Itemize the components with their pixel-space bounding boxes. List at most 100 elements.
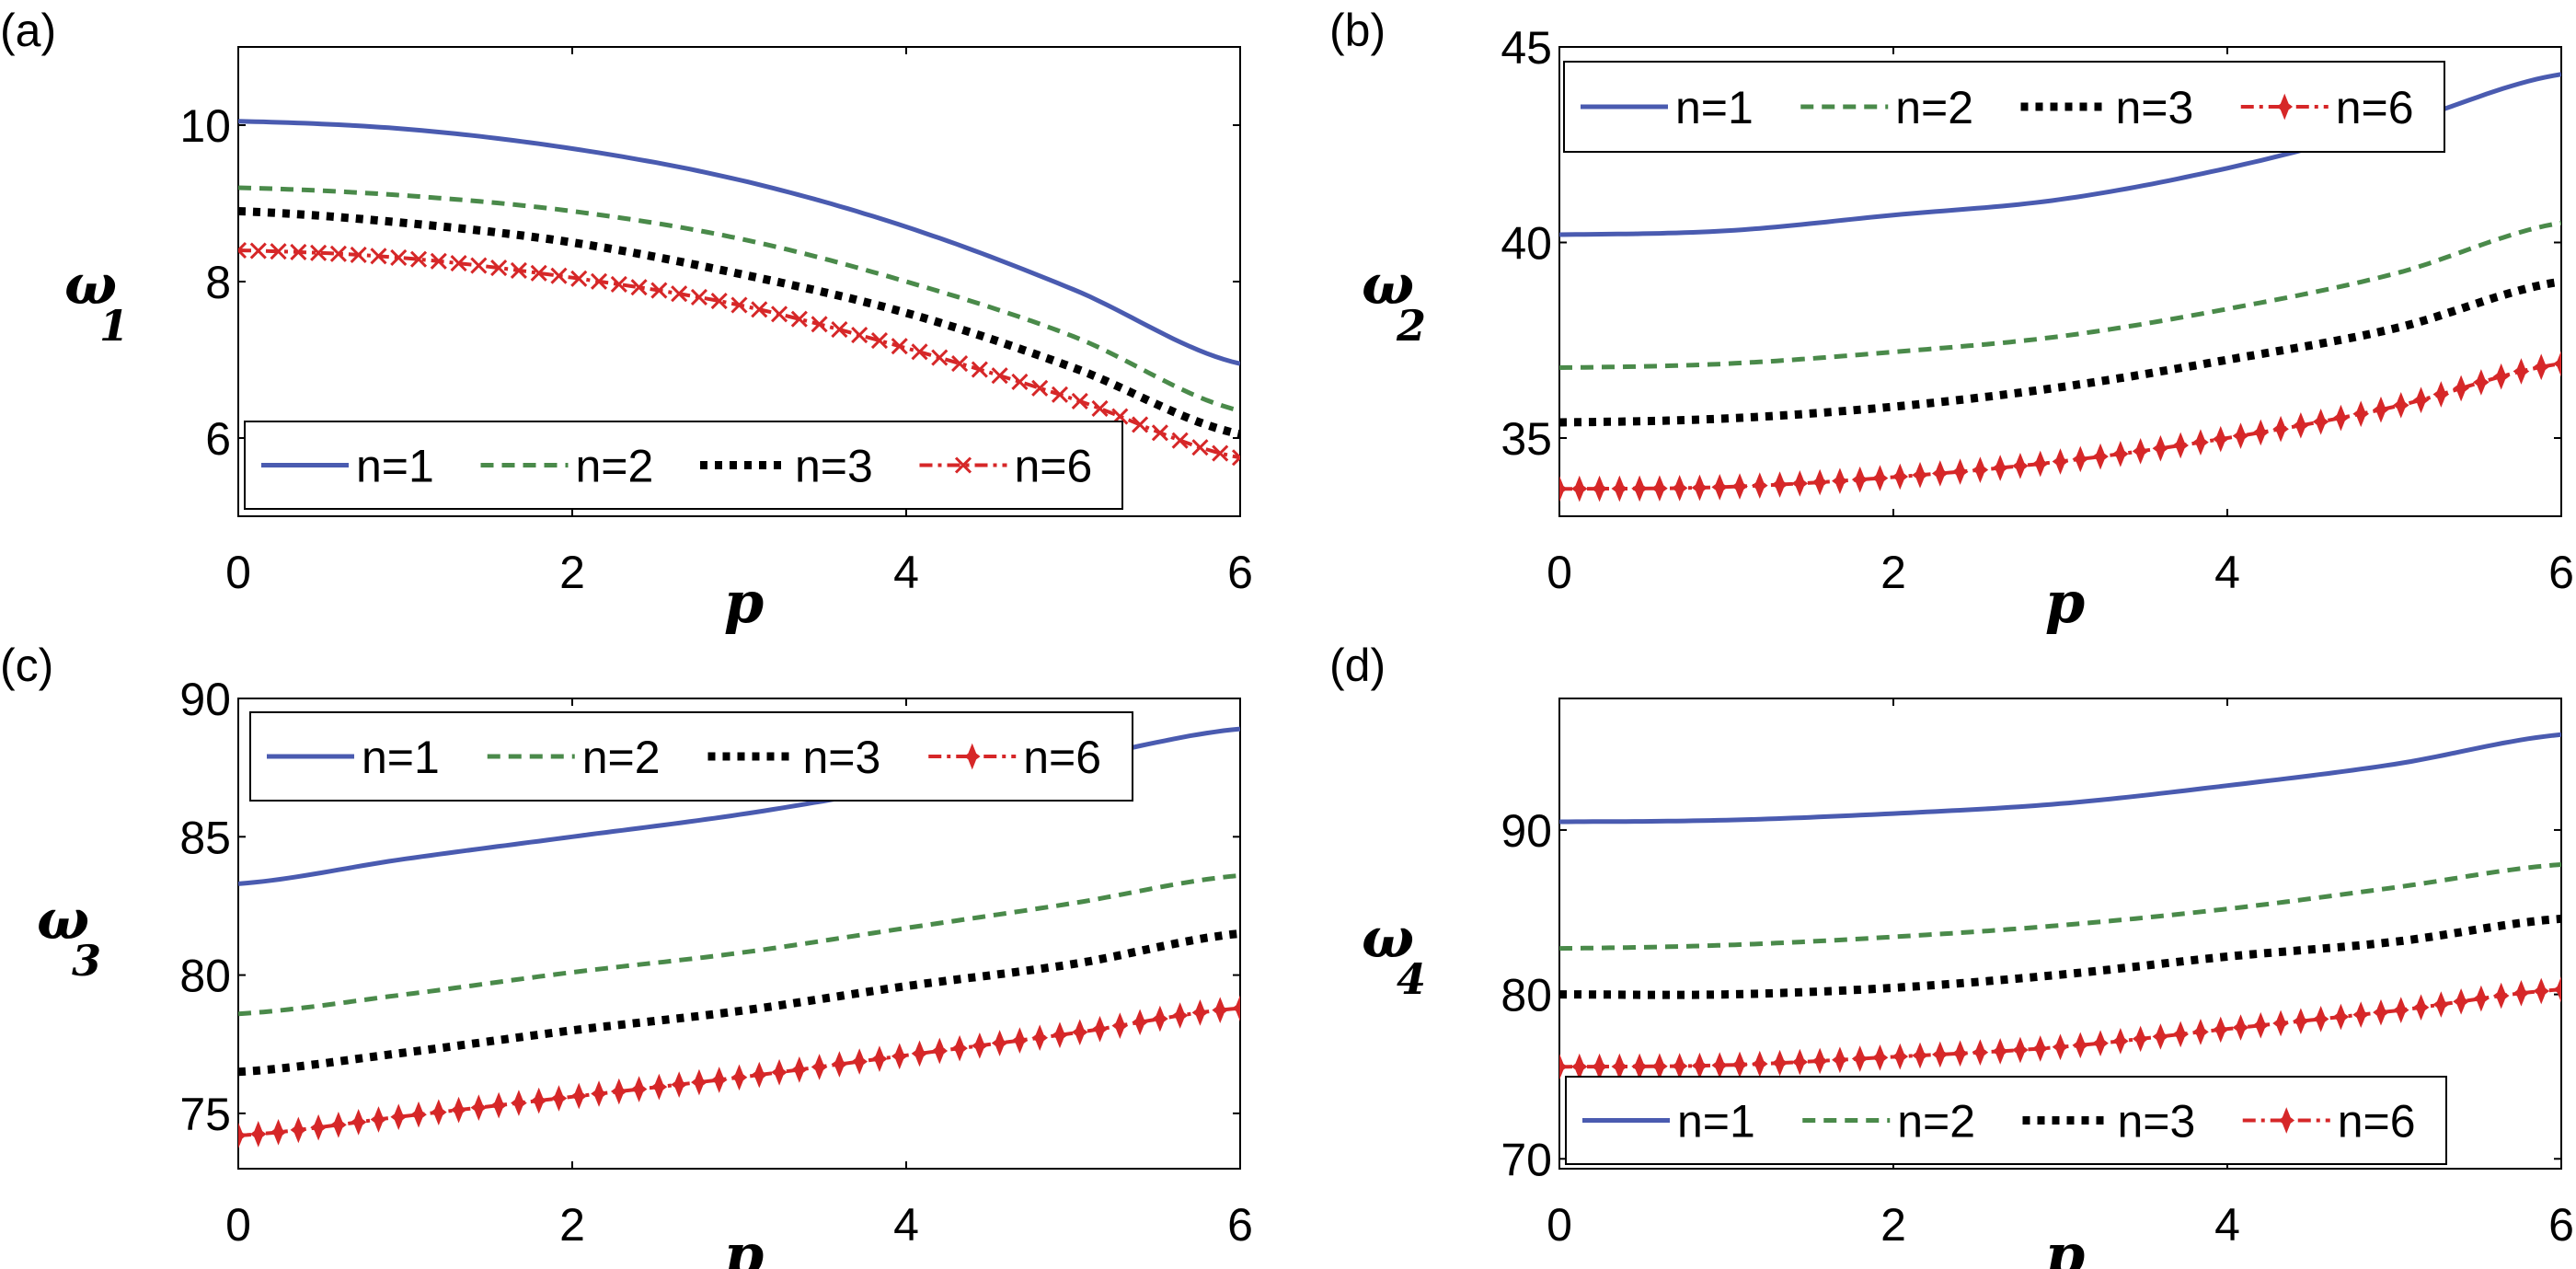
data-point-marker <box>1691 474 1708 502</box>
data-point-marker <box>1972 456 1989 483</box>
legend-label: n=2 <box>576 441 654 492</box>
legend-label: n=3 <box>795 441 873 492</box>
series-group <box>1559 732 2561 1080</box>
panel-label: (b) <box>1329 5 1386 56</box>
data-point-marker <box>511 1090 527 1116</box>
data-point-marker <box>1570 475 1588 502</box>
data-point-marker <box>330 1111 347 1138</box>
data-point-marker <box>1832 1046 1848 1074</box>
data-point-marker <box>951 1034 968 1062</box>
y-tick-label: 70 <box>1501 1134 1552 1185</box>
y-tick-label: 6 <box>205 413 231 465</box>
legend-label: n=6 <box>2336 82 2414 133</box>
data-point-marker <box>1871 1044 1889 1071</box>
data-point-marker <box>2112 1028 2129 1055</box>
data-point-marker <box>590 272 608 290</box>
data-point-marker <box>2112 440 2129 467</box>
data-point-marker <box>691 1068 707 1096</box>
data-point-marker <box>2553 350 2561 377</box>
data-point-marker <box>710 1067 728 1093</box>
data-point-marker <box>751 1061 768 1089</box>
data-point-marker <box>2293 1008 2309 1035</box>
legend-marker <box>2278 1107 2295 1134</box>
data-point-marker <box>2412 386 2430 414</box>
data-point-marker <box>2232 1014 2249 1041</box>
data-point-marker <box>630 1076 648 1102</box>
y-tick-label: 80 <box>179 951 231 1002</box>
data-point-marker <box>1191 439 1209 456</box>
data-point-marker <box>1951 458 1969 485</box>
x-axis-label: p <box>2045 1221 2085 1269</box>
data-point-marker <box>871 1045 888 1072</box>
data-point-marker <box>270 1118 287 1146</box>
data-point-marker <box>630 279 648 296</box>
y-tick-label: 75 <box>179 1089 231 1140</box>
legend-label: n=1 <box>362 732 440 783</box>
data-point-marker <box>870 332 889 350</box>
data-point-marker <box>1011 373 1029 390</box>
data-point-marker <box>730 296 748 314</box>
data-point-marker <box>550 267 568 284</box>
data-point-marker <box>891 1043 908 1070</box>
data-point-marker <box>1071 1019 1088 1046</box>
data-point-marker <box>1011 1027 1029 1054</box>
data-point-marker <box>410 1101 427 1128</box>
data-point-marker <box>2553 975 2561 1003</box>
x-tick-label: 4 <box>893 1199 919 1251</box>
data-point-marker <box>2432 381 2450 408</box>
data-point-marker <box>2473 369 2490 396</box>
legend-label: n=2 <box>582 732 661 783</box>
y-tick-label: 80 <box>1501 970 1552 1021</box>
data-point-marker <box>2092 443 2109 470</box>
data-point-marker <box>1791 1048 1809 1076</box>
y-axis-label-subscript: 1 <box>99 301 129 351</box>
data-point-marker <box>2252 1011 2270 1039</box>
data-point-marker <box>2252 419 2270 446</box>
data-point-marker <box>1132 1009 1148 1036</box>
data-point-marker <box>2052 448 2069 475</box>
data-point-marker <box>1091 399 1109 417</box>
data-point-marker <box>730 1064 748 1091</box>
y-tick-label: 8 <box>205 257 231 308</box>
data-point-marker <box>1671 475 1688 502</box>
data-point-marker <box>249 242 267 260</box>
legend-marker <box>954 456 972 474</box>
data-point-marker <box>2352 1001 2370 1028</box>
x-axis-label: p <box>724 569 764 636</box>
data-point-marker <box>490 1091 507 1119</box>
data-point-marker <box>671 1071 687 1098</box>
data-point-marker <box>249 1121 267 1148</box>
data-point-marker <box>409 250 428 268</box>
data-point-marker <box>2392 997 2409 1023</box>
data-point-marker <box>2412 994 2430 1021</box>
x-tick-label: 6 <box>1227 1199 1253 1251</box>
y-axis-label: ω <box>1362 906 1414 971</box>
data-point-marker <box>1851 1045 1869 1072</box>
data-point-marker <box>710 293 728 310</box>
data-point-marker <box>911 1040 928 1067</box>
data-point-marker <box>2352 400 2370 428</box>
data-point-marker <box>1912 461 1928 489</box>
legend-label: n=1 <box>356 441 434 492</box>
data-point-marker <box>1171 1002 1189 1029</box>
data-point-marker <box>1751 472 1768 499</box>
data-point-marker <box>1832 467 1848 495</box>
data-point-marker <box>329 245 347 262</box>
data-point-marker <box>530 1087 547 1114</box>
data-point-marker <box>831 321 848 339</box>
data-point-marker <box>790 310 808 328</box>
data-point-marker <box>1912 1042 1928 1069</box>
data-point-marker <box>350 1109 367 1136</box>
data-point-marker <box>2432 991 2450 1018</box>
data-point-marker <box>390 248 408 266</box>
data-point-marker <box>2492 363 2510 390</box>
data-point-marker <box>1152 1005 1168 1033</box>
data-point-marker <box>991 1030 1008 1056</box>
data-point-marker <box>2172 432 2190 459</box>
data-point-marker <box>1611 475 1628 502</box>
data-point-marker <box>1951 1040 1969 1067</box>
x-axis-label: p <box>2045 569 2085 636</box>
data-point-marker <box>2232 422 2249 449</box>
data-point-marker <box>2513 979 2530 1007</box>
